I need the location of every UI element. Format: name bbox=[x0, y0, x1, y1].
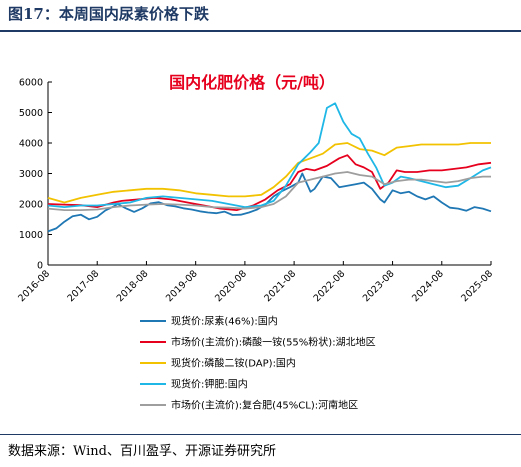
series-layer bbox=[47, 102, 492, 233]
series-line-4 bbox=[47, 102, 492, 209]
legend-label-5: 市场价(主流价):复合肥(45%CL):河南地区 bbox=[171, 399, 358, 412]
x-tick-label: 2021-08 bbox=[262, 268, 298, 304]
x-tick-label: 2025-08 bbox=[459, 268, 495, 304]
source-note: 数据来源：Wind、百川盈孚、开源证券研究所 bbox=[8, 444, 276, 459]
y-tick-label: 3000 bbox=[19, 169, 43, 180]
x-tick-label: 2017-08 bbox=[65, 268, 101, 304]
y-axis: 0 1000 2000 3000 4000 5000 6000 bbox=[19, 78, 52, 272]
title-rule bbox=[0, 30, 521, 32]
source-rule bbox=[0, 434, 521, 435]
y-tick-label: 5000 bbox=[19, 108, 43, 119]
y-tick-label: 2000 bbox=[19, 200, 43, 211]
chart-title: 国内化肥价格（元/吨） bbox=[169, 73, 335, 92]
legend-label-2: 市场价(主流价):磷酸一铵(55%粉状):湖北地区 bbox=[171, 336, 376, 349]
x-tick-label: 2023-08 bbox=[361, 268, 397, 304]
x-axis: 2016-08 2017-08 2018-08 2019-08 2020-08 2021-… bbox=[16, 261, 495, 304]
y-tick-label: 1000 bbox=[19, 230, 43, 241]
legend: 现货价:尿素(46%):国内市场价(主流价):磷酸一铵(55%粉状):湖北地区现… bbox=[140, 315, 376, 412]
y-tick-label: 4000 bbox=[19, 139, 43, 150]
x-tick-label: 2022-08 bbox=[312, 268, 348, 304]
legend-label-4: 现货价:钾肥:国内 bbox=[171, 378, 248, 391]
x-tick-label: 2018-08 bbox=[115, 268, 151, 304]
x-tick-label: 2019-08 bbox=[164, 268, 200, 304]
x-tick-label: 2020-08 bbox=[213, 268, 249, 304]
series-line-5 bbox=[47, 171, 491, 212]
x-tick-label: 2016-08 bbox=[16, 268, 52, 304]
figure-title: 图17：本周国内尿素价格下跌 bbox=[8, 5, 209, 23]
y-tick-label: 0 bbox=[37, 261, 43, 272]
legend-label-3: 现货价:磷酸二铵(DAP):国内 bbox=[171, 357, 296, 370]
line-chart: 国内化肥价格（元/吨） 0 1000 2000 3000 4000 5000 6000 20… bbox=[16, 73, 495, 412]
legend-label-1: 现货价:尿素(46%):国内 bbox=[171, 315, 278, 328]
y-tick-label: 6000 bbox=[19, 78, 43, 89]
series-line-3 bbox=[47, 142, 491, 204]
x-tick-label: 2024-08 bbox=[410, 268, 446, 304]
